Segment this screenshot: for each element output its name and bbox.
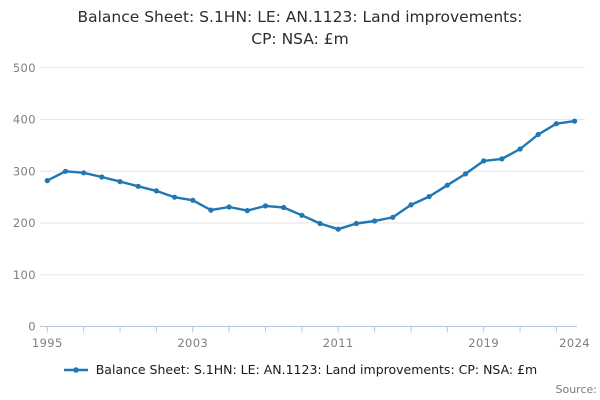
data-point — [353, 220, 359, 227]
data-point — [208, 207, 214, 213]
data-point — [481, 158, 487, 164]
data-point — [135, 183, 141, 189]
data-point — [335, 226, 341, 232]
x-axis-tick-label: 1995 — [32, 336, 63, 350]
chart-title-line2: CP: NSA: £m — [251, 29, 349, 48]
legend-series-label: Balance Sheet: S.1HN: LE: AN.1123: Land … — [95, 362, 538, 377]
data-point — [117, 179, 123, 185]
legend: Balance Sheet: S.1HN: LE: AN.1123: Land … — [0, 362, 600, 377]
x-axis-tick-label: 2011 — [323, 336, 354, 350]
y-axis-tick-label: 300 — [13, 164, 36, 178]
series-line — [46, 119, 576, 231]
data-point — [572, 118, 578, 124]
data-point — [81, 170, 87, 176]
data-point — [44, 178, 50, 184]
y-axis-tick-label: 400 — [13, 113, 36, 127]
data-point — [462, 171, 469, 177]
data-point — [299, 212, 305, 218]
y-axis-tick-label: 0 — [28, 320, 36, 334]
x-axis-tick-label: 2019 — [468, 336, 499, 350]
data-point — [281, 204, 287, 211]
data-point — [372, 218, 378, 224]
data-point — [62, 168, 69, 174]
data-point — [499, 156, 505, 162]
data-point — [390, 214, 396, 220]
data-point — [99, 174, 105, 180]
data-point — [517, 146, 523, 152]
chart-title-line1: Balance Sheet: S.1HN: LE: AN.1123: Land … — [77, 8, 523, 26]
chart-title: Balance Sheet: S.1HN: LE: AN.1123: Land … — [0, 7, 600, 50]
data-point — [172, 194, 178, 200]
data-point — [317, 220, 323, 227]
y-axis-tick-label: 500 — [13, 61, 36, 75]
line-chart: 0 100 200 300 400 500 1995 2003 2011 2019 2024 — [13, 61, 590, 350]
source-label: Source: — [555, 383, 598, 396]
data-point — [153, 188, 159, 194]
data-point — [408, 202, 414, 208]
data-point — [244, 208, 250, 214]
x-axis-tick-label: 2003 — [177, 336, 208, 350]
data-point — [553, 121, 560, 127]
y-axis-tick-label: 100 — [13, 268, 36, 282]
data-point — [262, 203, 269, 209]
y-axis-tick-label: 200 — [13, 216, 36, 230]
data-point — [444, 182, 450, 188]
data-point — [226, 204, 232, 210]
x-axis-tick-label: 2024 — [559, 336, 590, 350]
legend-series-icon — [63, 366, 88, 373]
data-point — [535, 131, 541, 138]
data-point — [190, 197, 196, 203]
data-point — [426, 194, 432, 200]
